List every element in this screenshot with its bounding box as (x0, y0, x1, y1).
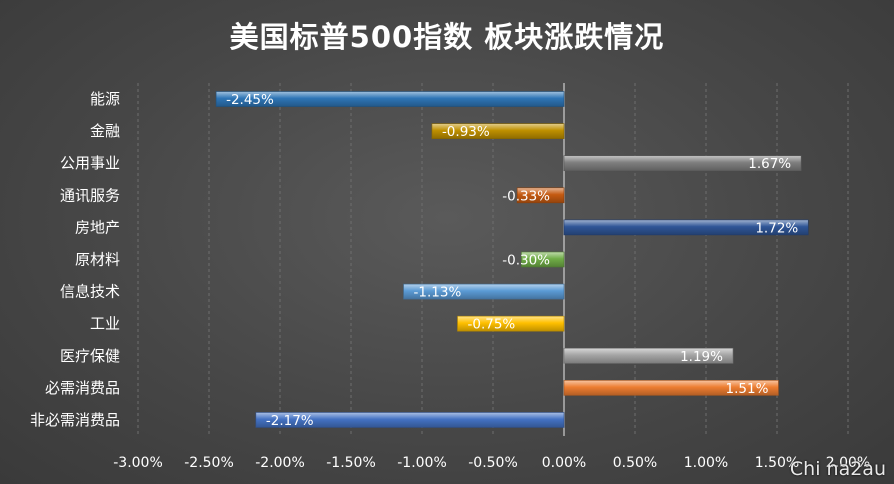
data-label: 1.72% (755, 220, 798, 236)
bar (521, 251, 565, 268)
bar (563, 347, 734, 364)
x-tick-label: 1.00% (684, 455, 728, 471)
data-label: -2.17% (266, 413, 314, 429)
data-label: -0.33% (502, 188, 550, 204)
data-label: 1.19% (680, 349, 723, 365)
data-label: 1.67% (748, 156, 791, 172)
bar (215, 91, 565, 107)
bar (255, 412, 565, 428)
x-tick-label: -2.50% (184, 455, 234, 471)
x-tick-label: 0.00% (542, 455, 586, 471)
category-label: 非必需消费品 (30, 411, 120, 429)
data-label: -2.45% (226, 92, 274, 108)
bar (563, 219, 809, 236)
category-label: 房地产 (75, 218, 120, 236)
data-label: -0.75% (468, 317, 516, 333)
x-tick-label: -3.00% (113, 455, 163, 471)
x-tick-label: 2.00% (826, 455, 870, 471)
bar (457, 315, 565, 332)
bar (516, 187, 565, 204)
category-label: 医疗保健 (60, 347, 120, 365)
x-tick-label: 0.50% (613, 455, 657, 471)
category-label: 原材料 (75, 251, 120, 269)
x-tick-label: -2.00% (255, 455, 305, 471)
data-label: -0.30% (502, 253, 550, 269)
bar (403, 283, 565, 300)
data-label: -1.13% (414, 285, 462, 301)
category-label: 能源 (90, 90, 120, 108)
data-label: 1.51% (726, 381, 769, 397)
chart-title: 美国标普500指数 板块涨跌情况 (229, 20, 665, 54)
x-tick-label: -1.50% (326, 455, 376, 471)
category-label: 必需消费品 (45, 379, 120, 397)
bar (431, 123, 565, 139)
bar (563, 380, 779, 396)
category-label: 工业 (90, 315, 120, 333)
x-tick-label: 1.50% (755, 455, 799, 471)
category-label: 通讯服务 (60, 186, 120, 204)
category-label: 公用事业 (60, 154, 120, 172)
watermark: Chi na2au (789, 458, 886, 480)
x-tick-label: -1.00% (397, 455, 447, 471)
category-label: 信息技术 (60, 283, 120, 301)
x-tick-label: -0.50% (468, 455, 518, 471)
bar (563, 155, 802, 172)
category-label: 金融 (90, 122, 120, 140)
data-label: -0.93% (442, 124, 490, 140)
